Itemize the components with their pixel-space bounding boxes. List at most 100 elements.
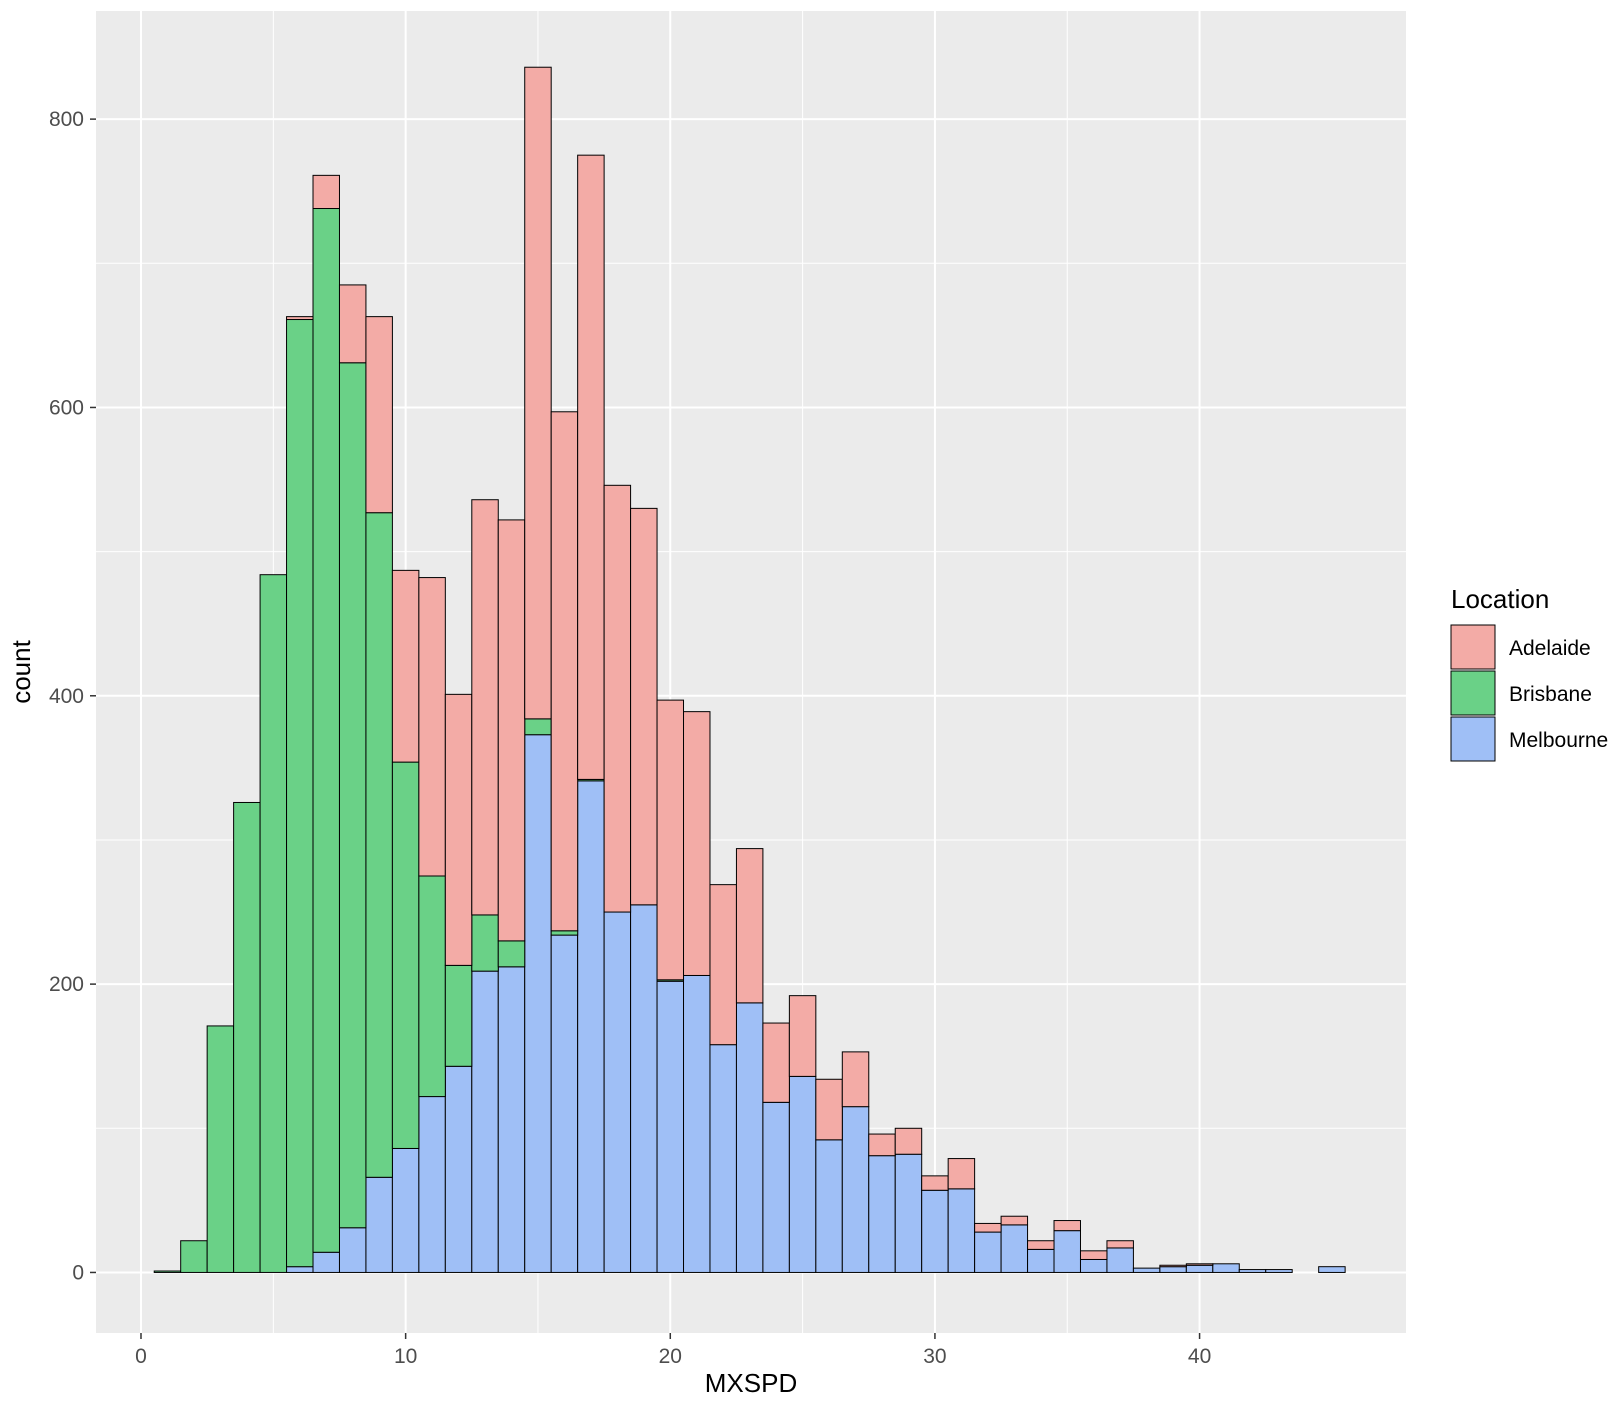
bar-brisbane <box>497 940 526 968</box>
y-tick-label: 0 <box>72 1261 84 1284</box>
bar-melbourne <box>630 904 658 1273</box>
bar-adelaide <box>709 884 737 1046</box>
bar-brisbane <box>524 718 552 736</box>
bar-brisbane <box>365 512 393 1178</box>
bar-adelaide <box>630 507 658 906</box>
x-tick-label: 0 <box>135 1345 147 1368</box>
bar-adelaide <box>868 1133 896 1157</box>
bar-melbourne <box>471 970 499 1273</box>
bar-melbourne <box>1079 1258 1108 1273</box>
bar-melbourne <box>1027 1248 1055 1273</box>
bar-brisbane <box>206 1025 235 1273</box>
bar-melbourne <box>1106 1247 1134 1273</box>
bar-adelaide <box>1053 1220 1081 1232</box>
bar-melbourne <box>762 1101 790 1273</box>
bar-adelaide <box>1185 1263 1214 1266</box>
bar-adelaide <box>391 569 420 763</box>
bar-melbourne <box>921 1189 949 1273</box>
bar-melbourne <box>550 934 579 1273</box>
bar-adelaide <box>286 316 314 321</box>
bar-adelaide <box>1079 1250 1108 1260</box>
bar-melbourne <box>286 1266 314 1273</box>
bar-melbourne <box>1000 1224 1029 1273</box>
bar-adelaide <box>1000 1215 1029 1226</box>
bar-brisbane <box>471 914 499 972</box>
bar-melbourne <box>709 1044 737 1273</box>
bar-adelaide <box>365 316 393 514</box>
bar-adelaide <box>1106 1240 1134 1249</box>
bar-melbourne <box>1159 1266 1187 1273</box>
x-axis: 0 10 20 30 40 <box>135 1333 1211 1368</box>
legend-key-adelaide <box>1450 624 1496 670</box>
bar-adelaide <box>471 499 499 916</box>
bar-melbourne <box>524 734 552 1273</box>
bar-melbourne <box>1265 1269 1293 1273</box>
y-tick-label: 800 <box>49 108 84 131</box>
bar-brisbane <box>153 1270 182 1273</box>
bar-adelaide <box>815 1078 843 1141</box>
bar-adelaide <box>444 693 473 966</box>
legend-key-melbourne <box>1450 716 1496 762</box>
bar-adelaide <box>656 699 685 981</box>
bar-melbourne <box>841 1106 870 1273</box>
bar-brisbane <box>418 875 446 1098</box>
bar-melbourne <box>1053 1230 1081 1273</box>
x-tick-label: 30 <box>923 1345 946 1368</box>
bar-adelaide <box>312 174 340 210</box>
bar-brisbane <box>233 801 261 1273</box>
bar-adelaide <box>788 995 817 1077</box>
bar-adelaide <box>577 154 605 780</box>
bar-melbourne <box>312 1251 340 1273</box>
bar-brisbane <box>312 208 340 1253</box>
bar-adelaide <box>894 1127 923 1155</box>
bar-melbourne <box>418 1096 446 1273</box>
bar-melbourne <box>974 1231 1002 1273</box>
bar-melbourne <box>947 1188 976 1273</box>
bar-melbourne <box>1238 1269 1267 1273</box>
bar-brisbane <box>550 930 579 936</box>
legend-label-brisbane: Brisbane <box>1509 683 1592 706</box>
bar-brisbane <box>259 574 288 1273</box>
legend: Location Adelaide Brisbane Melbourne <box>1450 584 1608 762</box>
bar-adelaide <box>497 519 526 942</box>
bar-adelaide <box>735 848 764 1004</box>
bar-adelaide <box>603 484 632 913</box>
bar-melbourne <box>656 980 685 1273</box>
bar-adelaide <box>921 1175 949 1191</box>
y-axis: 0 200 400 600 800 <box>49 108 96 1284</box>
bar-melbourne <box>868 1155 896 1273</box>
bar-melbourne <box>735 1002 764 1273</box>
bar-adelaide <box>1159 1264 1187 1268</box>
bar-melbourne <box>1132 1267 1161 1273</box>
bar-adelaide <box>550 411 579 932</box>
bar-melbourne <box>444 1065 473 1273</box>
bar-brisbane <box>444 964 473 1067</box>
x-tick-label: 40 <box>1188 1345 1211 1368</box>
y-tick-label: 600 <box>49 396 84 419</box>
bar-adelaide <box>524 66 552 720</box>
bar-melbourne <box>683 974 711 1273</box>
legend-key-brisbane <box>1450 670 1496 716</box>
bar-melbourne <box>338 1227 367 1273</box>
bar-adelaide <box>683 711 711 976</box>
y-tick-label: 200 <box>49 973 84 996</box>
bar-adelaide <box>947 1158 976 1190</box>
bar-melbourne <box>1185 1264 1214 1273</box>
bar-melbourne <box>815 1139 843 1273</box>
bar-adelaide <box>762 1022 790 1103</box>
bar-adelaide <box>418 577 446 877</box>
bar-melbourne <box>577 780 605 1273</box>
bar-melbourne <box>788 1075 817 1273</box>
legend-label-adelaide: Adelaide <box>1509 637 1591 660</box>
bar-adelaide <box>841 1051 870 1108</box>
bar-melbourne <box>1212 1263 1240 1273</box>
bar-adelaide <box>1027 1240 1055 1250</box>
legend-title: Location <box>1451 584 1549 614</box>
bar-brisbane <box>338 362 367 1229</box>
x-axis-title: MXSPD <box>705 1368 797 1398</box>
bar-melbourne <box>1318 1266 1346 1273</box>
bar-adelaide <box>974 1222 1002 1233</box>
bar-melbourne <box>894 1153 923 1273</box>
bar-melbourne <box>497 966 526 1273</box>
